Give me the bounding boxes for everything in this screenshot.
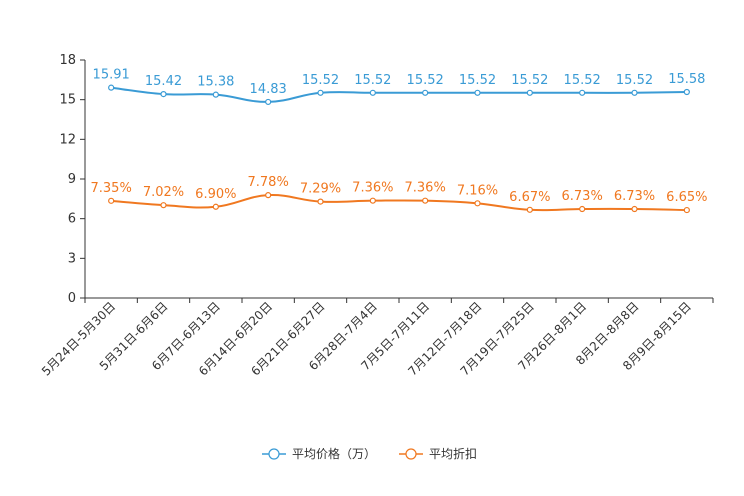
- data-label: 6.73%: [562, 189, 603, 204]
- data-point[interactable]: [265, 98, 272, 106]
- data-point[interactable]: [317, 89, 324, 96]
- series-1: 7.35% 7.02% 6.90% 7.78% 7.29% 7.36% 7.36% 7.16%…: [91, 175, 707, 214]
- data-point[interactable]: [683, 206, 690, 214]
- axes: [84, 60, 713, 299]
- data-label: 6.90%: [195, 187, 236, 202]
- data-label: 7.16%: [457, 183, 498, 198]
- y-tick-label: 12: [59, 132, 76, 147]
- data-label: 15.91: [93, 68, 130, 83]
- y-tick-label: 15: [59, 93, 76, 108]
- data-point[interactable]: [369, 197, 376, 204]
- data-point[interactable]: [683, 88, 690, 96]
- data-point[interactable]: [212, 203, 219, 210]
- data-point[interactable]: [526, 89, 533, 96]
- legend-marker-icon: [268, 448, 280, 460]
- series-0: 15.91 15.42 15.38 14.83 15.52 15.52 15.52 15.52…: [93, 68, 705, 106]
- data-label: 15.52: [302, 73, 339, 88]
- data-point[interactable]: [317, 198, 324, 205]
- series-line: [111, 194, 687, 212]
- data-label: 7.02%: [143, 185, 184, 200]
- data-label: 6.65%: [666, 190, 707, 205]
- data-label: 6.73%: [614, 189, 655, 204]
- data-point[interactable]: [579, 89, 586, 96]
- y-tick-label: 18: [59, 53, 76, 68]
- data-point[interactable]: [160, 91, 167, 98]
- data-point[interactable]: [265, 192, 272, 199]
- data-point[interactable]: [526, 206, 533, 213]
- data-label: 15.52: [616, 73, 653, 88]
- y-tick-label: 6: [68, 212, 76, 227]
- data-label: 15.52: [564, 73, 601, 88]
- data-label: 15.52: [407, 73, 444, 88]
- data-label: 7.35%: [91, 181, 132, 196]
- legend-item-1[interactable]: 平均折扣: [399, 446, 477, 461]
- data-point[interactable]: [422, 197, 429, 204]
- data-point[interactable]: [108, 197, 115, 204]
- data-point[interactable]: [579, 205, 586, 213]
- data-label: 7.78%: [248, 175, 289, 190]
- data-label: 15.52: [459, 73, 496, 88]
- data-label: 15.38: [197, 75, 234, 90]
- data-label: 6.67%: [509, 190, 550, 205]
- y-tick-label: 3: [68, 251, 76, 266]
- data-point[interactable]: [369, 89, 376, 96]
- legend-item-0[interactable]: 平均价格（万）: [262, 446, 376, 461]
- data-point[interactable]: [160, 202, 167, 209]
- data-label: 7.36%: [405, 181, 446, 196]
- series: 15.91 15.42 15.38 14.83 15.52 15.52 15.52 15.52…: [91, 68, 707, 214]
- data-point[interactable]: [474, 200, 481, 207]
- data-label: 15.52: [511, 73, 548, 88]
- data-label: 7.36%: [352, 181, 393, 196]
- y-axis-ticks: 0 3 6 9 12 15 18: [59, 53, 85, 306]
- data-point[interactable]: [474, 89, 481, 96]
- data-label: 15.42: [145, 74, 182, 89]
- data-label: 15.58: [668, 72, 705, 87]
- data-label: 15.52: [354, 73, 391, 88]
- data-label: 7.29%: [300, 182, 341, 197]
- data-point[interactable]: [631, 205, 638, 213]
- data-point[interactable]: [212, 91, 219, 98]
- y-tick-label: 9: [68, 172, 76, 187]
- data-point[interactable]: [631, 89, 638, 96]
- y-tick-label: 0: [68, 291, 76, 306]
- data-point[interactable]: [422, 89, 429, 96]
- series-line: [111, 86, 687, 103]
- legend-label: 平均折扣: [429, 446, 477, 461]
- data-point[interactable]: [108, 84, 115, 91]
- x-axis-labels: 5月24日-5月30日5月31日-6月6日6月7日-6月13日6月14日-6月2…: [39, 298, 714, 379]
- legend-marker-icon: [405, 448, 417, 460]
- data-label: 14.83: [250, 82, 287, 97]
- legend: 平均价格（万） 平均折扣: [262, 446, 477, 461]
- legend-label: 平均价格（万）: [292, 446, 376, 461]
